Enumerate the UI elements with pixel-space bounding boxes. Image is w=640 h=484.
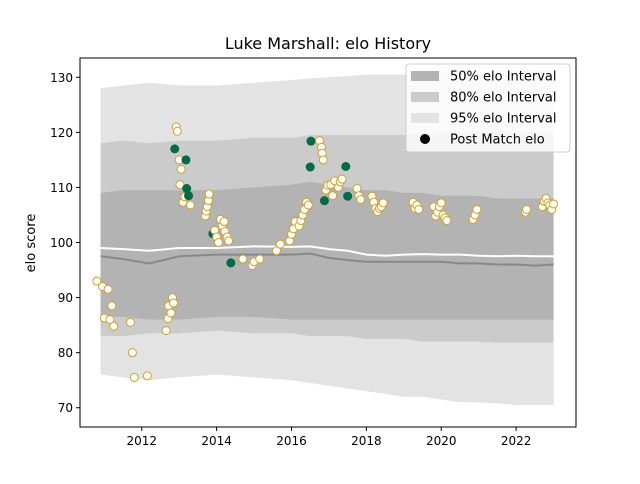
mean-line <box>100 245 554 258</box>
legend-label: 80% elo Interval <box>450 91 557 106</box>
post-match-point <box>214 238 224 247</box>
post-match-point-win <box>184 191 194 201</box>
legend-label: Post Match elo <box>450 133 545 148</box>
x-tick-label: 2022 <box>501 434 532 448</box>
post-match-point <box>166 308 176 318</box>
x-tick-label: 2020 <box>426 434 457 448</box>
post-match-point <box>275 239 285 249</box>
post-match-point-win <box>226 258 236 268</box>
post-match-point <box>436 198 446 208</box>
post-match-point <box>522 204 532 214</box>
legend-box <box>405 63 571 153</box>
post-match-point <box>549 199 559 209</box>
legend: 50% elo Interval 80% elo Interval 95% elo … <box>405 63 571 153</box>
post-match-point <box>472 204 482 214</box>
legend-swatch <box>411 92 439 102</box>
post-match-point <box>142 371 152 381</box>
y-tick-label: 70 <box>58 401 73 415</box>
post-match-point <box>107 301 117 311</box>
post-match-point-win <box>341 162 351 171</box>
post-match-point <box>442 215 452 225</box>
y-tick-label: 120 <box>50 126 73 140</box>
elo-lines <box>100 245 554 267</box>
post-match-point-win <box>343 191 353 201</box>
x-tick-label: 2016 <box>276 434 307 448</box>
post-match-point-win <box>306 136 316 146</box>
post-match-point <box>185 200 195 210</box>
median-line <box>100 252 554 267</box>
post-match-point <box>219 217 229 227</box>
x-tick-label: 2012 <box>126 434 157 448</box>
post-match-point <box>414 204 424 214</box>
y-axis: 70 80 90 100 110 120 130 <box>50 71 80 415</box>
y-axis-label: elo score <box>24 214 39 273</box>
post-match-point-win <box>305 162 315 172</box>
post-match-point <box>303 200 313 210</box>
post-match-point <box>92 276 102 286</box>
post-match-point <box>356 195 366 205</box>
post-match-point <box>238 254 248 264</box>
y-tick-label: 130 <box>50 71 73 85</box>
post-match-point <box>172 126 182 136</box>
y-tick-label: 80 <box>58 346 73 360</box>
post-match-point <box>255 254 265 264</box>
post-match-point <box>127 348 137 358</box>
post-match-point <box>169 298 179 308</box>
post-match-point-win <box>181 155 191 165</box>
legend-label: 95% elo Interval <box>450 112 557 127</box>
y-tick-label: 100 <box>50 236 73 250</box>
legend-label: 50% elo Interval <box>450 70 557 85</box>
x-tick-label: 2018 <box>351 434 382 448</box>
chart-title: Luke Marshall: elo History <box>225 34 431 53</box>
post-match-points <box>92 122 559 382</box>
legend-swatch <box>411 71 439 81</box>
x-tick-label: 2014 <box>201 434 232 448</box>
post-match-point <box>126 317 136 327</box>
legend-marker <box>420 134 430 144</box>
legend-swatch <box>411 113 439 123</box>
y-tick-label: 110 <box>50 181 73 195</box>
plot-area <box>92 69 559 405</box>
post-match-point <box>105 315 115 325</box>
post-match-point <box>161 326 171 336</box>
post-match-point <box>318 155 328 165</box>
post-match-point-win <box>170 144 180 154</box>
post-match-point <box>175 180 185 190</box>
post-match-point-win <box>319 196 329 206</box>
y-tick-label: 90 <box>58 291 73 305</box>
post-match-point <box>129 372 139 382</box>
post-match-point <box>103 284 113 294</box>
post-match-point <box>109 321 119 331</box>
post-match-point <box>176 164 186 174</box>
post-match-point <box>224 236 234 246</box>
post-match-point <box>328 191 338 201</box>
interval-bands <box>100 69 554 405</box>
post-match-point <box>272 246 282 256</box>
post-match-point <box>204 189 214 199</box>
x-axis: 2012 2014 2016 2018 2020 2022 <box>126 427 531 448</box>
post-match-point <box>337 174 347 184</box>
post-match-point <box>378 198 388 208</box>
